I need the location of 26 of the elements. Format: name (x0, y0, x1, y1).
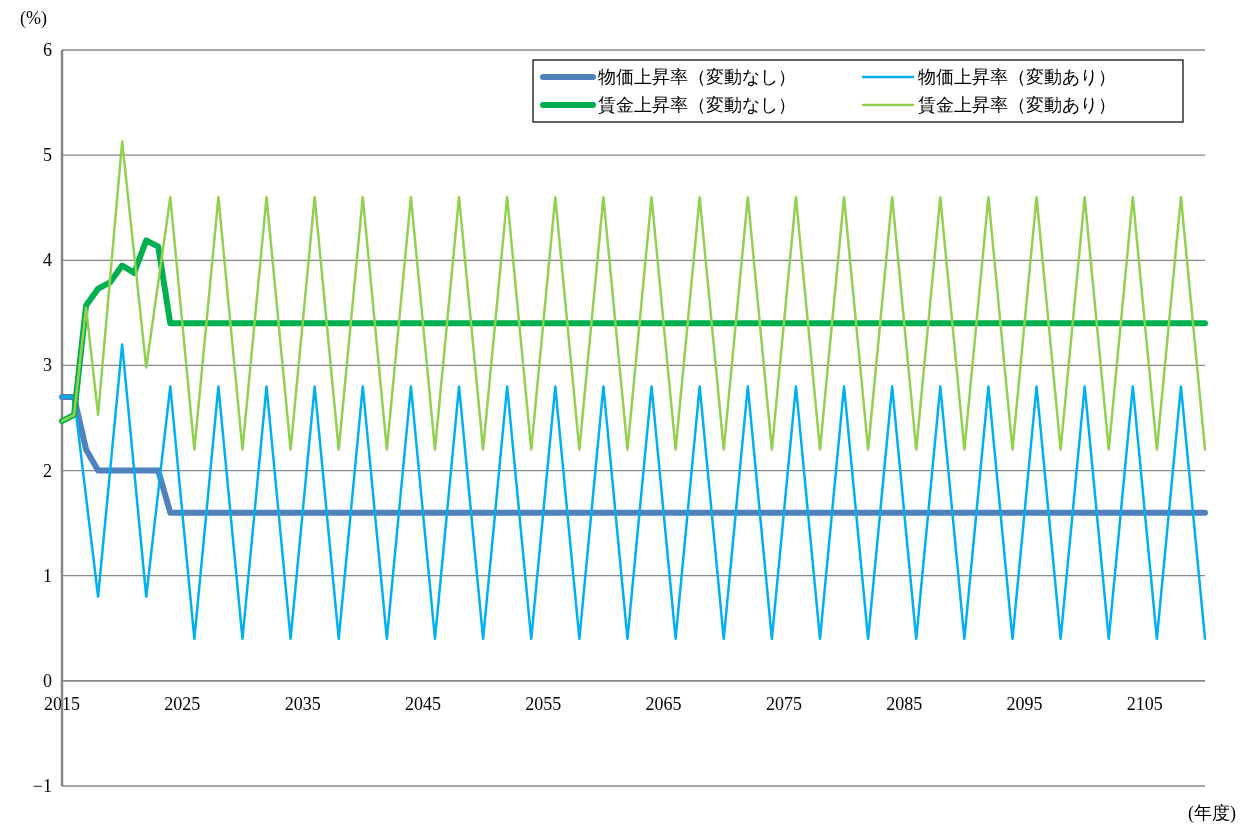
x-tick-label: 2025 (164, 693, 201, 714)
x-tick-label: 2055 (525, 693, 562, 714)
legend-label: 賃金上昇率（変動なし） (598, 95, 796, 115)
y-tick-label: 0 (43, 670, 52, 691)
legend-label: 賃金上昇率（変動あり） (918, 95, 1116, 115)
x-tick-label: 2035 (284, 693, 321, 714)
x-tick-label: 2045 (404, 693, 441, 714)
legend-label: 物価上昇率（変動なし） (598, 67, 796, 87)
line-series (60, 343, 1207, 641)
x-tick-label: 2095 (1006, 693, 1043, 714)
y-tick-label: 3 (43, 355, 52, 376)
y-axis-title: (%) (20, 8, 47, 29)
legend-label: 物価上昇率（変動あり） (918, 67, 1116, 87)
y-tick-label: 2 (43, 460, 52, 481)
y-tick-label: 5 (43, 145, 52, 166)
x-tick-label: 2085 (886, 693, 923, 714)
x-tick-label: 2105 (1126, 693, 1163, 714)
y-tick-label: −1 (32, 776, 52, 796)
x-axis-title: (年度) (1188, 803, 1236, 824)
x-tick-label: 2015 (44, 693, 80, 714)
x-tick-label: 2065 (645, 693, 682, 714)
line-series (60, 140, 1207, 451)
y-tick-label: 6 (43, 40, 52, 60)
y-tick-label: 4 (43, 250, 52, 271)
x-tick-label: 2075 (765, 693, 802, 714)
y-tick-label: 1 (43, 565, 52, 586)
